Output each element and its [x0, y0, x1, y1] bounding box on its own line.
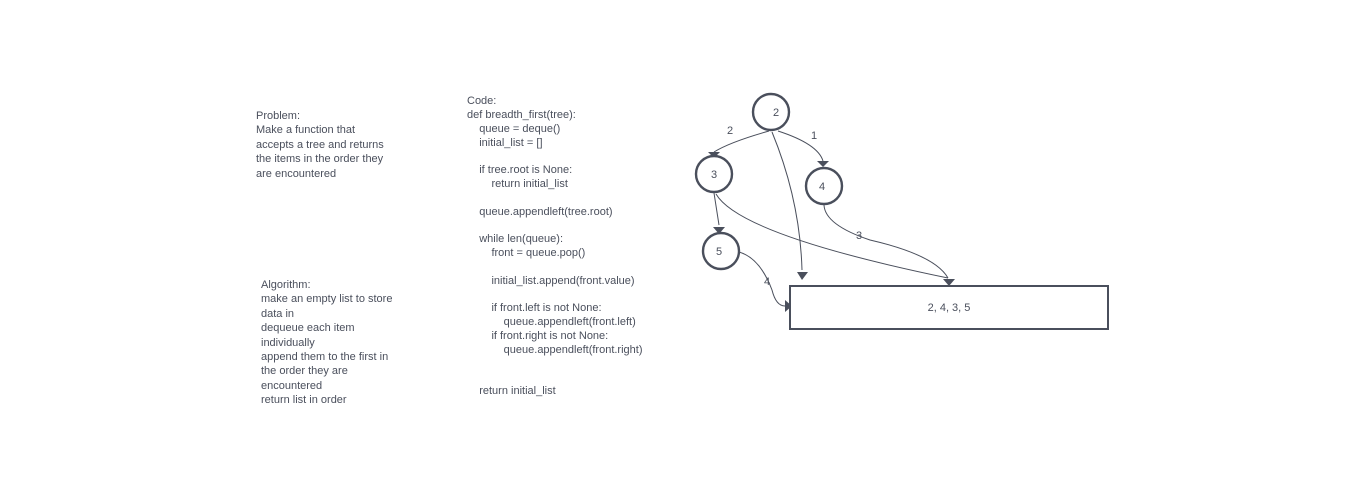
code-line: if tree.root is None:: [467, 164, 573, 176]
edge-label: 4: [764, 276, 770, 288]
arrowhead-icon: [785, 300, 792, 312]
code-line: queue.appendleft(front.left): [467, 316, 636, 328]
code-line: queue.appendleft(tree.root): [467, 206, 613, 218]
code-line: initial_list.append(front.value): [467, 275, 635, 287]
code-line: queue.appendleft(front.right): [467, 344, 643, 356]
tree-node-root-label: 2: [773, 107, 779, 119]
edge-label: 3: [856, 230, 862, 242]
tree-node-right: [804, 166, 844, 206]
arrowhead-icon: [943, 279, 955, 286]
result-text: 2, 4, 3, 5: [928, 302, 971, 314]
code-line: queue = deque(): [467, 123, 561, 135]
code-line: if front.left is not None:: [467, 302, 602, 314]
edge-left-to-result: [715, 193, 949, 279]
tree-node-left-label: 3: [711, 169, 717, 181]
edge-root-to-left: [713, 130, 770, 153]
tree-node-left-left-label: 5: [716, 246, 722, 258]
tree-node-left-left: [701, 231, 741, 271]
code-line: def breadth_first(tree):: [467, 109, 576, 121]
code-line: initial_list = []: [467, 137, 543, 149]
problem-note: Problem: Make a function that accepts a …: [256, 110, 384, 180]
arrowhead-icon: [713, 227, 725, 234]
code-line: front = queue.pop(): [467, 247, 586, 259]
code-line: Code:: [467, 95, 497, 107]
tree-node-left: [694, 154, 734, 194]
result-box: [789, 285, 1109, 330]
edge-label: 1: [811, 130, 817, 142]
code-line: if front.right is not None:: [467, 330, 609, 342]
edge-left-to-left-left: [713, 192, 720, 226]
arrowhead-icon: [817, 161, 829, 167]
edge-right-to-result: [823, 204, 949, 279]
arrowhead-icon: [797, 272, 808, 280]
tree-node-root: [751, 92, 791, 132]
algorithm-note: Algorithm: make an empty list to store d…: [261, 279, 393, 407]
code-line: return initial_list: [467, 178, 568, 190]
edge-root-to-result: [771, 131, 803, 271]
code-line: return initial_list: [467, 385, 556, 397]
edge-label: 2: [727, 125, 733, 137]
tree-node-right-label: 4: [819, 181, 825, 193]
edge-root-to-right: [777, 130, 824, 162]
edge-left-left-to-result: [738, 251, 786, 307]
code-line: while len(queue):: [467, 233, 563, 245]
